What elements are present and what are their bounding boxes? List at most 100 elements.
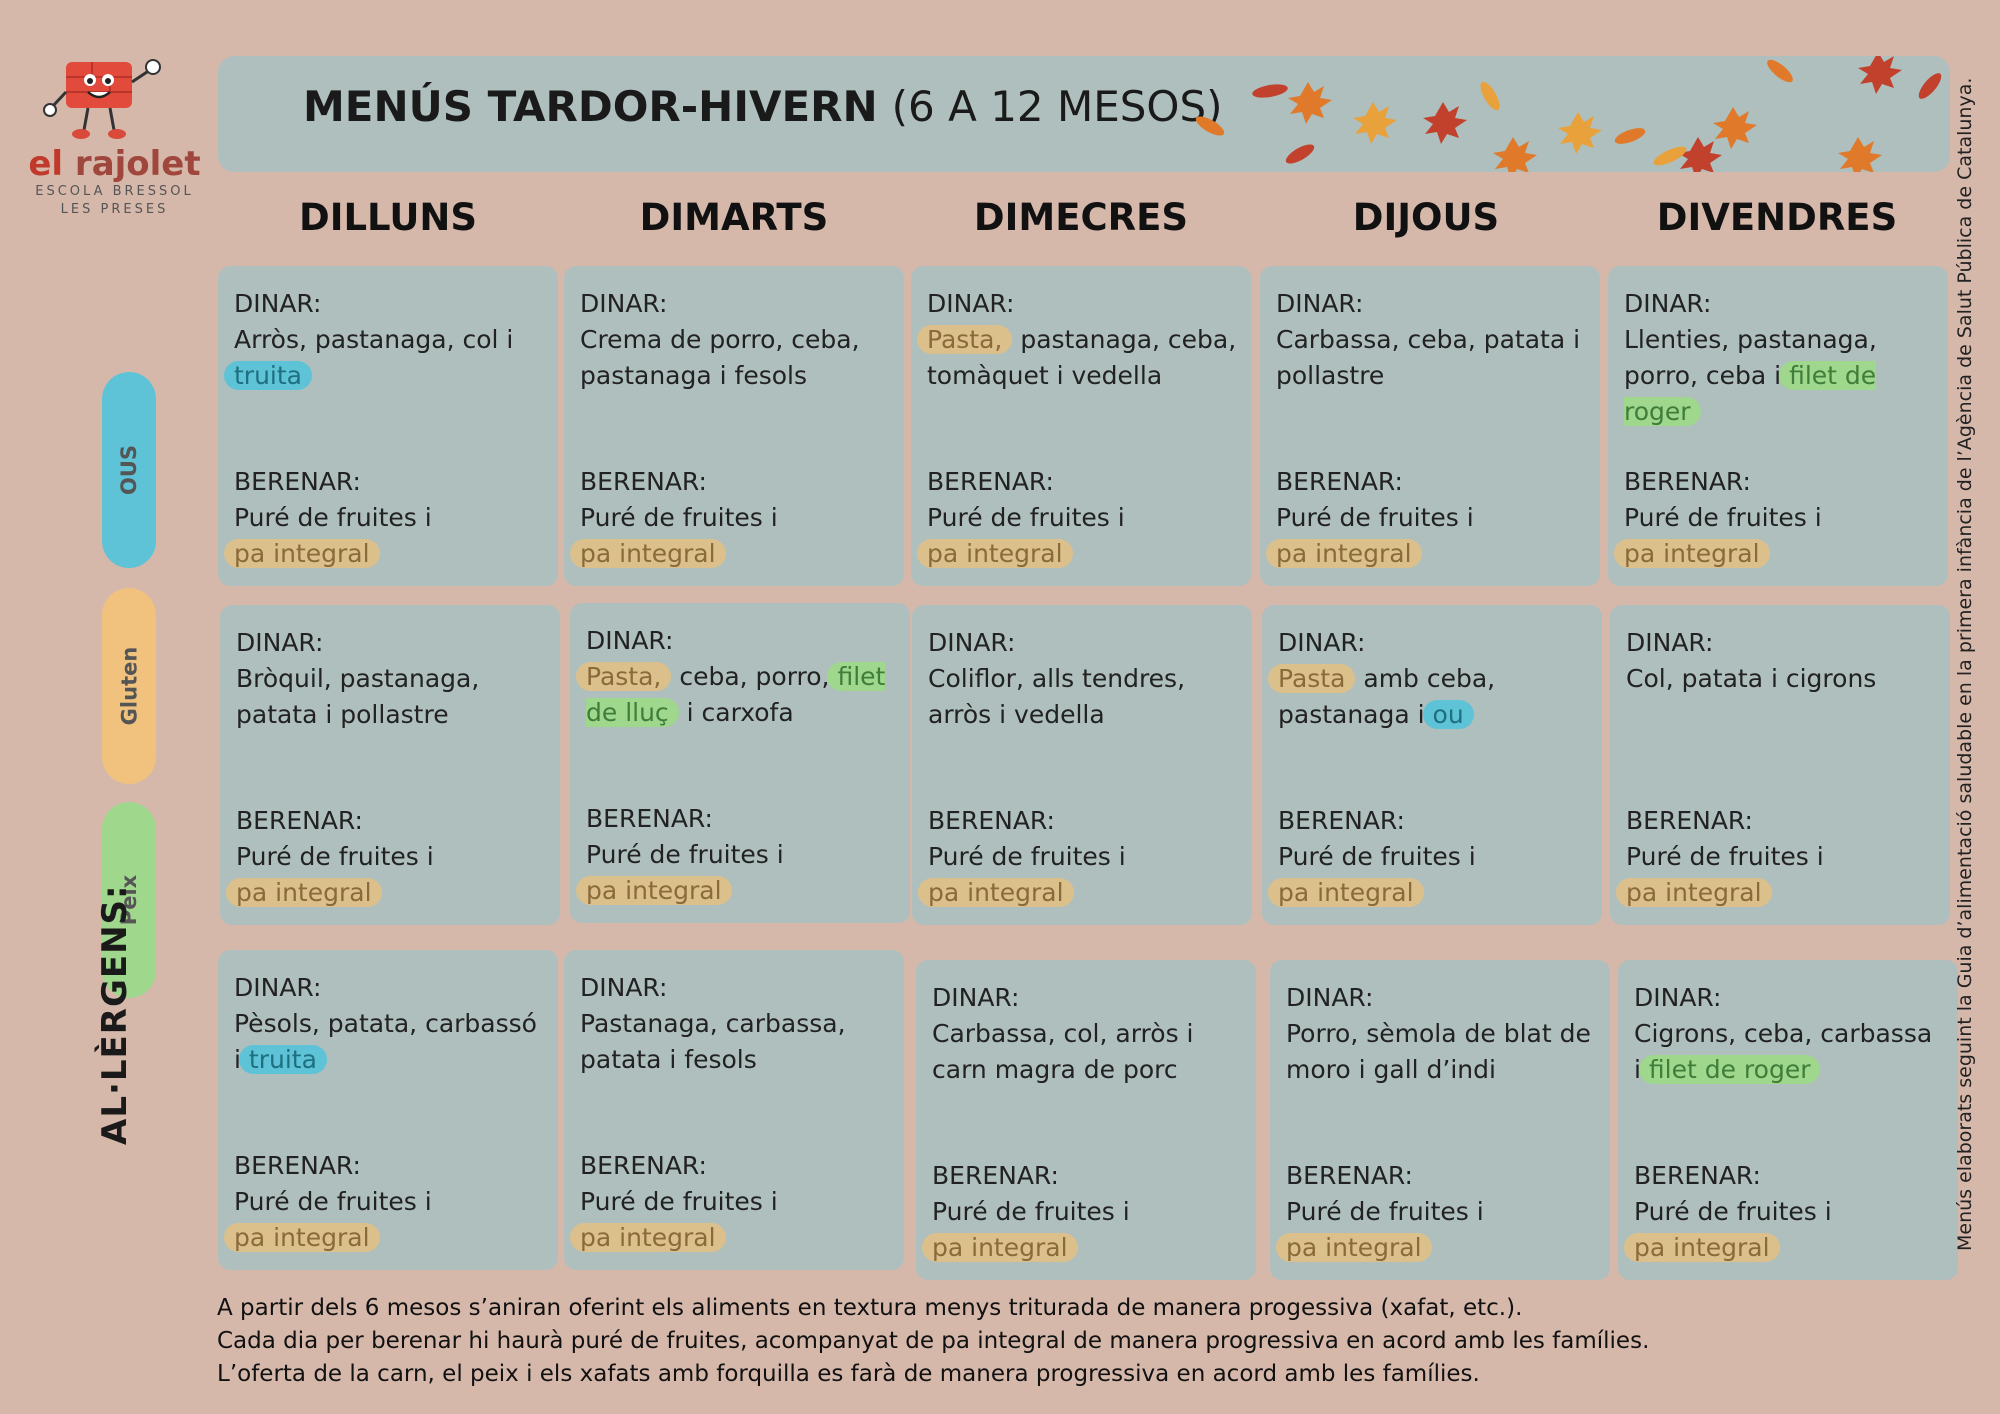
berenar-dish: Puré de fruites i (927, 503, 1125, 532)
menu-cell: DINAR: Pasta amb ceba, pastanaga i ou BERE… (1262, 605, 1602, 925)
allergen-highlight-gluten: Pasta (1268, 664, 1356, 693)
menu-cell: DINAR: Pasta, pastanaga, ceba, tomàquet i… (911, 266, 1251, 586)
dinar-label: DINAR: (932, 983, 1020, 1012)
brick-mascot-icon (43, 59, 161, 139)
allergen-label-gluten: Gluten (117, 646, 141, 726)
berenar-block: BERENAR: Puré de fruites i pa integral (1614, 464, 1936, 572)
berenar-dish: Puré de fruites i (1626, 842, 1824, 871)
dish-text: Llenties, pastanaga, porro, ceba i (1624, 325, 1877, 390)
berenar-dish: Puré de fruites i (234, 503, 432, 532)
berenar-dish: Puré de fruites i (932, 1197, 1130, 1226)
menu-cell: DINAR: Col, patata i cigrons BERENAR: Puré … (1610, 605, 1950, 925)
footer-note: L’oferta de la carn, el peix i els xafat… (217, 1361, 1480, 1387)
allergen-highlight-peix: filet de roger (1638, 1055, 1821, 1084)
berenar-label: BERENAR: (580, 467, 707, 496)
day-header-dimarts: DIMARTS (639, 196, 829, 239)
dinar-label: DINAR: (1624, 289, 1712, 318)
allergen-highlight-ous: truita (224, 361, 312, 390)
allergen-highlight-gluten: pa integral (918, 878, 1074, 907)
allergen-label-ous: OUS (117, 444, 141, 496)
dinar-block: DINAR: Llenties, pastanaga, porro, ceba i… (1624, 286, 1936, 430)
dinar-block: DINAR: Carbassa, ceba, patata i pollastre (1276, 286, 1588, 394)
dinar-block: DINAR: Bròquil, pastanaga, patata i polla… (236, 625, 548, 733)
dinar-label: DINAR: (234, 973, 322, 1002)
dish-text: Pastanaga, carbassa, patata i fesols (580, 1009, 846, 1074)
menu-cell: DINAR: Pasta, ceba, porro, filet de lluç … (570, 603, 910, 923)
dinar-label: DINAR: (1278, 628, 1366, 657)
allergen-highlight-ous: ou (1422, 700, 1474, 729)
berenar-dish: Puré de fruites i (580, 503, 778, 532)
berenar-label: BERENAR: (1626, 806, 1753, 835)
berenar-block: BERENAR: Puré de fruites i pa integral (918, 803, 1240, 911)
day-header-dijous: DIJOUS (1352, 196, 1500, 239)
brand-name: el rajolet (28, 144, 201, 184)
day-header-dilluns: DILLUNS (299, 196, 477, 239)
berenar-label: BERENAR: (580, 1151, 707, 1180)
allergen-highlight-ous: truita (238, 1045, 327, 1074)
dinar-dish: Llenties, pastanaga, porro, ceba i filet… (1624, 322, 1936, 430)
dinar-dish: Carbassa, ceba, patata i pollastre (1276, 322, 1588, 394)
berenar-dish: Puré de fruites i (928, 842, 1126, 871)
menu-cell: DINAR: Carbassa, col, arròs i carn magra … (916, 960, 1256, 1280)
berenar-block: BERENAR: Puré de fruites i pa integral (917, 464, 1239, 572)
dinar-block: DINAR: Pastanaga, carbassa, patata i feso… (580, 970, 892, 1078)
dinar-block: DINAR: Col, patata i cigrons (1626, 625, 1938, 697)
dinar-label: DINAR: (580, 973, 668, 1002)
dinar-label: DINAR: (234, 289, 322, 318)
berenar-label: BERENAR: (234, 1151, 361, 1180)
menu-cell: DINAR: Coliflor, alls tendres, arròs i ve… (912, 605, 1252, 925)
brand-subtitle-1: ESCOLA BRESSOL (35, 184, 194, 199)
dinar-dish: Porro, sèmola de blat de moro i gall d’i… (1286, 1016, 1598, 1088)
berenar-block: BERENAR: Puré de fruites i pa integral (922, 1158, 1244, 1266)
berenar-block: BERENAR: Puré de fruites i pa integral (1268, 803, 1590, 911)
allergen-highlight-gluten: pa integral (224, 539, 380, 568)
dinar-label: DINAR: (927, 289, 1015, 318)
berenar-label: BERENAR: (1286, 1161, 1413, 1190)
dish-text: Bròquil, pastanaga, patata i pollastre (236, 664, 480, 729)
dinar-dish: Pèsols, patata, carbassó i truita (234, 1006, 546, 1078)
allergen-highlight-gluten: pa integral (1268, 878, 1424, 907)
berenar-block: BERENAR: Puré de fruites i pa integral (570, 1148, 892, 1256)
berenar-block: BERENAR: Puré de fruites i pa integral (576, 801, 898, 909)
allergen-pill-peix: Peix (102, 802, 156, 998)
dinar-dish: Bròquil, pastanaga, patata i pollastre (236, 661, 548, 733)
page-title: MENÚS TARDOR-HIVERN (6 A 12 MESOS) (303, 82, 1223, 131)
title-main: MENÚS TARDOR-HIVERN (303, 82, 878, 131)
dinar-label: DINAR: (1276, 289, 1364, 318)
dinar-dish: Coliflor, alls tendres, arròs i vedella (928, 661, 1240, 733)
dish-text: pastanaga, ceba, tomàquet i vedella (927, 325, 1237, 390)
berenar-dish: Puré de fruites i (1276, 503, 1474, 532)
dinar-label: DINAR: (580, 289, 668, 318)
menu-cell: DINAR: Carbassa, ceba, patata i pollastre… (1260, 266, 1600, 586)
berenar-block: BERENAR: Puré de fruites i pa integral (570, 464, 892, 572)
menu-cell: DINAR: Crema de porro, ceba, pastanaga i … (564, 266, 904, 586)
brand-subtitle-2: LES PRESES (60, 202, 169, 217)
dinar-block: DINAR: Crema de porro, ceba, pastanaga i … (580, 286, 892, 394)
berenar-dish: Puré de fruites i (1624, 503, 1822, 532)
dinar-dish: Pasta, pastanaga, ceba, tomàquet i vedel… (917, 322, 1239, 394)
dinar-label: DINAR: (236, 628, 324, 657)
side-note: Menús elaborats seguint la Guia d’alimen… (1954, 77, 1976, 1251)
dish-text: Arròs, pastanaga, col i (234, 325, 514, 354)
dinar-dish: Pasta, ceba, porro, filet de lluç i carx… (576, 659, 898, 731)
dinar-block: DINAR: Porro, sèmola de blat de moro i ga… (1286, 980, 1598, 1088)
berenar-block: BERENAR: Puré de fruites i pa integral (1616, 803, 1938, 911)
dish-text: Carbassa, col, arròs i carn magra de por… (932, 1019, 1194, 1084)
dish-text: Carbassa, ceba, patata i pollastre (1276, 325, 1581, 390)
berenar-label: BERENAR: (236, 806, 363, 835)
footer-note: Cada dia per berenar hi haurà puré de fr… (217, 1328, 1650, 1354)
dinar-dish: Arròs, pastanaga, col i truita (224, 322, 546, 394)
dinar-dish: Pasta amb ceba, pastanaga i ou (1268, 661, 1590, 733)
dish-text: i carxofa (678, 698, 794, 727)
berenar-label: BERENAR: (1624, 467, 1751, 496)
allergen-highlight-gluten: pa integral (1624, 1233, 1780, 1262)
allergen-highlight-gluten: pa integral (1266, 539, 1422, 568)
dish-text: amb ceba, pastanaga i (1278, 664, 1496, 729)
allergen-pill-gluten: Gluten (102, 588, 156, 784)
dinar-dish: Pastanaga, carbassa, patata i fesols (580, 1006, 892, 1078)
allergens-label: AL·LÈRGENS: (95, 884, 135, 1145)
berenar-dish: Puré de fruites i (580, 1187, 778, 1216)
menu-cell: DINAR: Bròquil, pastanaga, patata i polla… (220, 605, 560, 925)
berenar-label: BERENAR: (234, 467, 361, 496)
allergen-highlight-gluten: Pasta, (576, 662, 672, 691)
